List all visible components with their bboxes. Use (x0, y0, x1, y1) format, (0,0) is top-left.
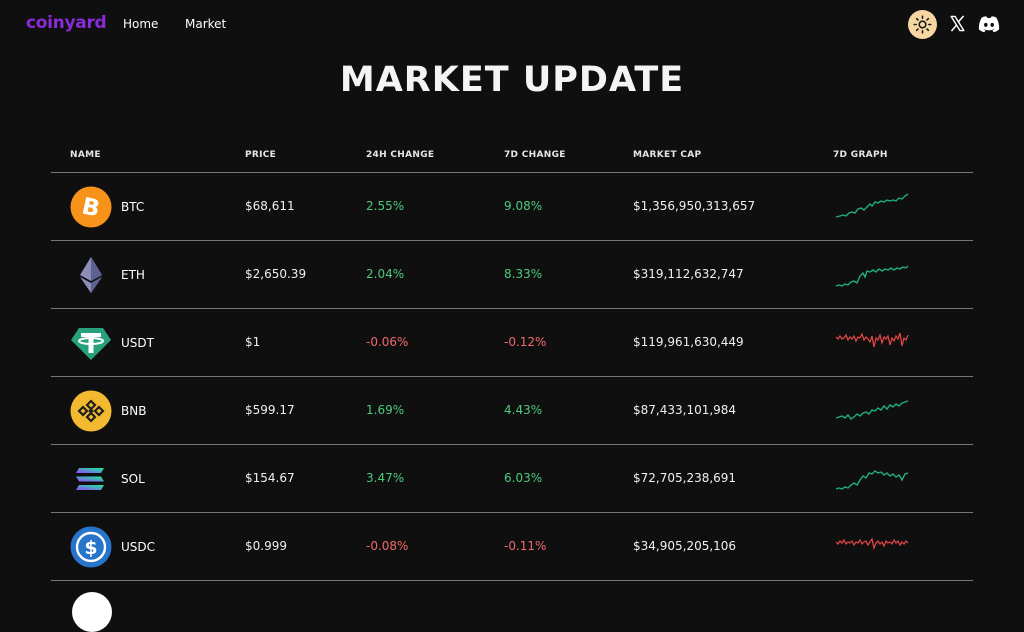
coin-symbol: USDC (121, 540, 156, 554)
market-cap: $1,356,950,313,657 (633, 199, 756, 213)
sparkline-7d (835, 537, 909, 551)
table-row-usdt[interactable]: USDT $1 -0.06% -0.12% $119,961,630,449 (51, 309, 973, 377)
next-coin-icon (72, 592, 112, 632)
coin-symbol: BTC (121, 200, 145, 214)
change-24h: 2.55% (366, 199, 405, 213)
header-name: NAME (70, 150, 101, 160)
ethereum-icon (80, 257, 102, 293)
header-7d-graph: 7D GRAPH (833, 150, 888, 160)
market-cap: $34,905,205,106 (633, 539, 737, 553)
discord-icon[interactable] (978, 14, 1000, 34)
table-row-sol[interactable]: SOL $154.67 3.47% 6.03% $72,705,238,691 (51, 445, 973, 513)
coin-symbol: SOL (121, 472, 145, 486)
sparkline-7d (835, 332, 909, 348)
change-7d: 4.43% (504, 403, 543, 417)
tether-icon (71, 328, 111, 360)
change-24h: -0.08% (366, 539, 409, 553)
theme-toggle-button[interactable] (908, 10, 937, 39)
change-24h: 1.69% (366, 403, 405, 417)
change-7d: 6.03% (504, 471, 543, 485)
market-cap: $319,112,632,747 (633, 267, 744, 281)
usdc-icon: $ (70, 526, 112, 568)
coin-symbol: USDT (121, 336, 154, 350)
market-cap: $72,705,238,691 (633, 471, 737, 485)
page-title: MARKET UPDATE (339, 60, 685, 100)
nav-link-home[interactable]: Home (123, 17, 159, 31)
table-header: NAME PRICE 24H CHANGE 7D CHANGE MARKET C… (51, 138, 973, 173)
market-cap: $119,961,630,449 (633, 335, 744, 349)
svg-text:B: B (80, 193, 103, 222)
coin-price: $154.67 (245, 471, 295, 485)
table-row-btc[interactable]: B BTC $68,611 2.55% 9.08% $1,356,950,313… (51, 173, 973, 241)
sparkline-7d (835, 400, 909, 420)
coin-price: $599.17 (245, 403, 295, 417)
coin-price: $1 (245, 335, 261, 349)
solana-icon (76, 468, 104, 490)
header-price: PRICE (245, 150, 277, 160)
table-row-eth[interactable]: ETH $2,650.39 2.04% 8.33% $319,112,632,7… (51, 241, 973, 309)
nav-link-market[interactable]: Market (185, 17, 227, 31)
coin-symbol: ETH (121, 268, 145, 282)
coin-price: $2,650.39 (245, 267, 307, 281)
header-market-cap: MARKET CAP (633, 150, 702, 160)
change-7d: -0.11% (504, 539, 547, 553)
sparkline-7d (835, 265, 909, 287)
change-7d: 8.33% (504, 267, 543, 281)
table-row-usdc[interactable]: $ USDC $0.999 -0.08% -0.11% $34,905,205,… (51, 513, 973, 581)
top-nav: coinyard Home Market (0, 0, 1024, 50)
table-row-bnb[interactable]: BNB $599.17 1.69% 4.43% $87,433,101,984 (51, 377, 973, 445)
change-24h: -0.06% (366, 335, 409, 349)
coin-price: $68,611 (245, 199, 295, 213)
market-cap: $87,433,101,984 (633, 403, 737, 417)
coin-price: $0.999 (245, 539, 287, 553)
change-7d: 9.08% (504, 199, 543, 213)
sparkline-7d (835, 193, 909, 218)
change-7d: -0.12% (504, 335, 547, 349)
x-icon[interactable] (949, 15, 966, 32)
change-24h: 3.47% (366, 471, 405, 485)
header-7d-change: 7D CHANGE (504, 150, 566, 160)
bnb-icon (70, 390, 112, 432)
svg-text:$: $ (84, 537, 97, 559)
brand-logo[interactable]: coinyard (26, 13, 107, 33)
header-24h-change: 24H CHANGE (366, 150, 435, 160)
change-24h: 2.04% (366, 267, 405, 281)
sun-icon (913, 15, 932, 34)
bitcoin-icon: B (70, 186, 112, 228)
coin-symbol: BNB (121, 404, 147, 418)
sparkline-7d (835, 470, 909, 490)
